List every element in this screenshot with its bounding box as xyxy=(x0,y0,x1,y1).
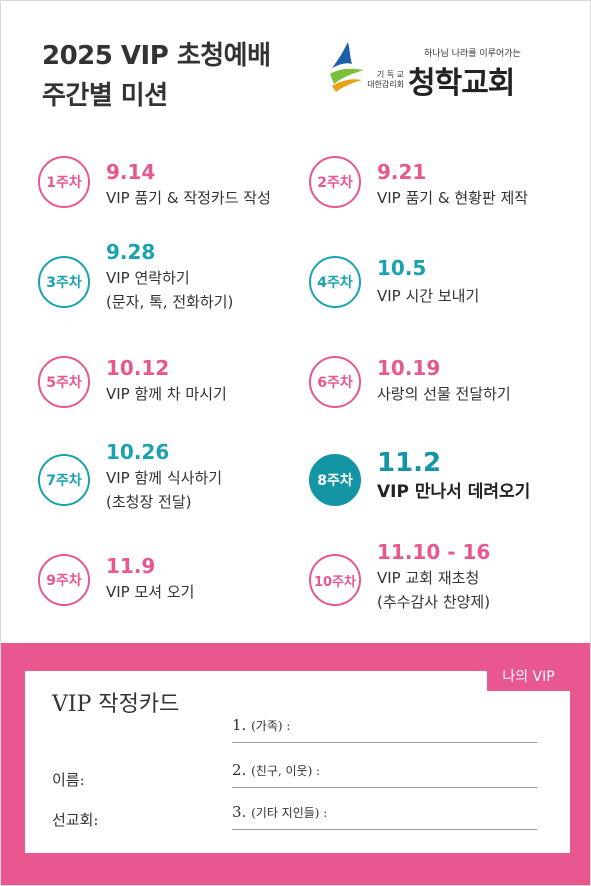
entry-hint: (친구, 이웃) : xyxy=(251,764,321,778)
church-emblem-icon xyxy=(330,42,364,92)
week-desc: VIP 함께 식사하기 (초청장 전달) xyxy=(106,469,223,511)
week-date: 10.19 xyxy=(377,356,441,380)
week-badge: 10주차 xyxy=(309,554,361,606)
week-badge-current: 8주차 xyxy=(309,454,361,506)
week-2: 2주차 9.21 VIP 품기 & 현황판 제작 xyxy=(309,156,569,236)
week-desc: VIP 모셔 오기 xyxy=(106,583,195,601)
week-desc: 사랑의 선물 전달하기 xyxy=(377,385,511,403)
week-date: 10.5 xyxy=(377,256,427,280)
entry-number: 3. xyxy=(232,803,247,821)
week-9: 9주차 11.9 VIP 모셔 오기 xyxy=(38,554,298,634)
entry-number: 1. xyxy=(232,716,247,734)
week-desc: VIP 품기 & 작정카드 작성 xyxy=(106,189,271,207)
week-7: 7주차 10.26 VIP 함께 식사하기 (초청장 전달) xyxy=(38,440,298,534)
title-line-1: 2025 VIP 초청예배 xyxy=(42,41,271,71)
week-desc: VIP 함께 차 마시기 xyxy=(106,385,227,403)
entry-hint: (기타 지인들) : xyxy=(251,806,328,820)
vip-entry-1[interactable]: 1. (가족) : xyxy=(232,716,537,743)
week-5: 5주차 10.12 VIP 함께 차 마시기 xyxy=(38,356,298,436)
week-badge: 1주차 xyxy=(38,156,90,208)
week-4: 4주차 10.5 VIP 시간 보내기 xyxy=(309,256,569,336)
week-desc: VIP 시간 보내기 xyxy=(377,287,480,305)
week-date: 9.28 xyxy=(106,240,156,264)
church-group-label: 선교회: xyxy=(52,811,99,829)
title-line-2: 주간별 미션 xyxy=(42,81,168,111)
week-6: 6주차 10.19 사랑의 선물 전달하기 xyxy=(309,356,569,436)
week-date: 10.12 xyxy=(106,356,170,380)
logo-church-name: 청학교회 xyxy=(408,66,515,101)
week-badge: 7주차 xyxy=(38,454,90,506)
page-title: 2025 VIP 초청예배 주간별 미션 xyxy=(42,36,271,116)
week-badge: 9주차 xyxy=(38,554,90,606)
week-date: 11.2 xyxy=(377,448,442,478)
week-date: 11.9 xyxy=(106,554,156,578)
church-logo: 하나님 나라를 이루어가는 기 독 교 대한감리회 청학교회 xyxy=(328,40,548,101)
week-badge: 2주차 xyxy=(309,156,361,208)
week-badge: 3주차 xyxy=(38,256,90,308)
week-desc: VIP 품기 & 현황판 제작 xyxy=(377,189,529,207)
week-badge: 5주차 xyxy=(38,356,90,408)
entry-number: 2. xyxy=(232,761,247,779)
week-3: 3주차 9.28 VIP 연락하기 (문자, 톡, 전화하기) xyxy=(38,240,298,336)
week-date: 10.26 xyxy=(106,440,170,464)
logo-denomination: 기 독 교 대한감리회 xyxy=(367,70,404,89)
entry-hint: (가족) : xyxy=(251,719,291,733)
week-desc: VIP 연락하기 (문자, 톡, 전화하기) xyxy=(106,269,234,311)
vip-entry-2[interactable]: 2. (친구, 이웃) : xyxy=(232,761,537,788)
week-badge: 4주차 xyxy=(309,256,361,308)
week-badge: 6주차 xyxy=(309,356,361,408)
week-date: 11.10 - 16 xyxy=(377,540,491,564)
my-vip-tab: 나의 VIP xyxy=(487,660,570,691)
pledge-card xyxy=(25,671,570,853)
week-desc: VIP 만나서 데려오기 xyxy=(377,482,531,502)
week-8: 8주차 11.2 VIP 만나서 데려오기 xyxy=(309,448,569,534)
vip-entry-3[interactable]: 3. (기타 지인들) : xyxy=(232,803,537,830)
week-desc: VIP 교회 재초청 (추수감사 찬양제) xyxy=(377,569,491,611)
logo-slogan: 하나님 나라를 이루어가는 xyxy=(424,49,521,59)
name-label: 이름: xyxy=(52,771,85,789)
week-date: 9.21 xyxy=(377,160,427,184)
week-1: 1주차 9.14 VIP 품기 & 작정카드 작성 xyxy=(38,156,298,236)
week-date: 9.14 xyxy=(106,160,156,184)
card-title: VIP 작정카드 xyxy=(52,692,180,717)
week-10: 10주차 11.10 - 16 VIP 교회 재초청 (추수감사 찬양제) xyxy=(309,540,569,634)
